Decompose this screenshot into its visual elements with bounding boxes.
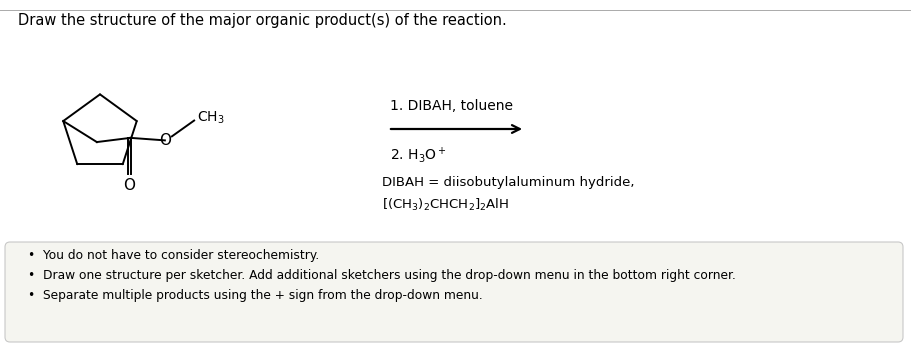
Text: O: O <box>159 133 171 148</box>
Text: •  Separate multiple products using the + sign from the drop-down menu.: • Separate multiple products using the +… <box>28 288 483 301</box>
Text: CH$_3$: CH$_3$ <box>197 109 225 126</box>
Text: [(CH$_3$)$_2$CHCH$_2$]$_2$AlH: [(CH$_3$)$_2$CHCH$_2$]$_2$AlH <box>382 197 509 213</box>
Text: Draw the structure of the major organic product(s) of the reaction.: Draw the structure of the major organic … <box>18 13 507 28</box>
Text: •  You do not have to consider stereochemistry.: • You do not have to consider stereochem… <box>28 249 319 262</box>
Text: 1. DIBAH, toluene: 1. DIBAH, toluene <box>390 99 513 113</box>
Text: O: O <box>124 178 136 192</box>
Text: DIBAH = diisobutylaluminum hydride,: DIBAH = diisobutylaluminum hydride, <box>382 176 634 189</box>
Text: •  Draw one structure per sketcher. Add additional sketchers using the drop-down: • Draw one structure per sketcher. Add a… <box>28 270 736 283</box>
Text: 2. H$_3$O$^+$: 2. H$_3$O$^+$ <box>390 145 446 165</box>
FancyBboxPatch shape <box>5 242 903 342</box>
